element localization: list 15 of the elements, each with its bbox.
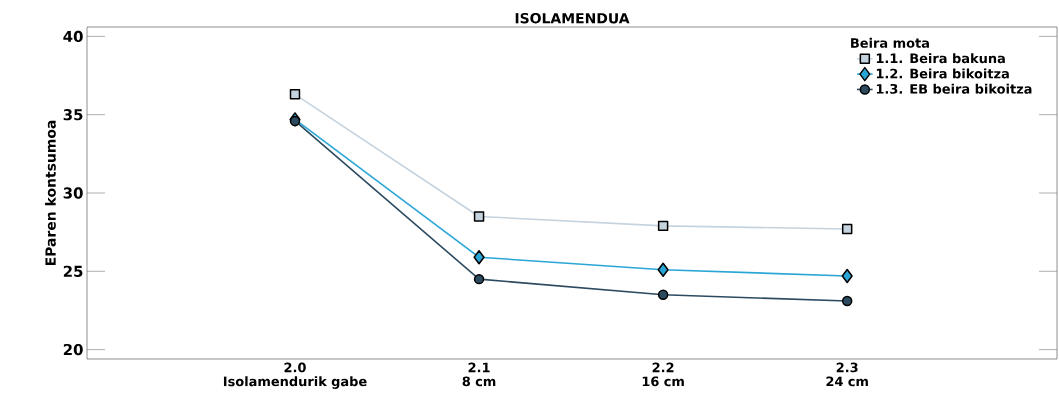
y-tick-label: 40 [63,30,83,43]
x-tick-label: 2.0 Isolamendurik gabe [223,362,367,389]
x-tick-label: 2.2 16 cm [642,362,684,387]
y-tick-label: 25 [63,265,83,277]
y-tick-label: 35 [63,109,83,121]
x-tick-label: 2.1 8 cm [462,362,496,387]
y-tick-label: 20 [63,343,83,356]
y-tick-label: 30 [63,187,83,199]
x-tick-label: 2.3 24 cm [826,362,868,387]
legend-label: 1.1. Beira bakuna [876,53,1005,64]
chart-title: ISOLAMENDUA [515,12,630,24]
legend-title: Beira mota [851,37,929,48]
legend-label: 1.2. Beira bikoitza [876,68,1009,79]
legend-label: 1.3. EB beira bikoitza [876,83,1032,94]
y-axis-title: EParen kontsumoa [45,120,56,266]
